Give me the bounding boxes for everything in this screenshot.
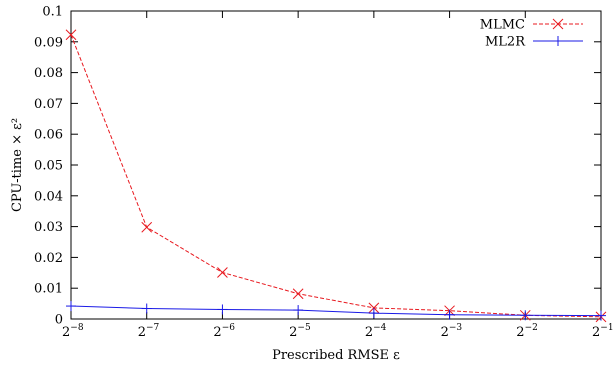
series-line-mlmc xyxy=(70,34,602,318)
x-tick-base: 2 xyxy=(213,325,221,340)
data-point-mlmc xyxy=(292,288,304,300)
x-tick-base: 2 xyxy=(62,325,70,340)
y-tick-label: 0.04 xyxy=(34,189,63,204)
x-axis: 2−8 2−7 2−6 2−5 2−4 2−3 2−2 2−1 xyxy=(62,11,614,340)
series-layer xyxy=(65,29,607,323)
data-point-ml2r xyxy=(368,308,379,319)
x-tick-label: 2−3 xyxy=(441,323,463,340)
series-mlmc xyxy=(65,29,607,323)
series-ml2r xyxy=(66,301,606,321)
marker-stroke xyxy=(292,288,304,300)
data-point-ml2r xyxy=(293,305,304,316)
data-point-mlmc xyxy=(217,267,228,278)
y-tick-label: 0.01 xyxy=(34,282,63,297)
x-tick-exponent: −4 xyxy=(373,323,387,333)
x-tick-base: 2 xyxy=(289,325,297,340)
data-point-ml2r xyxy=(520,310,531,321)
data-point-ml2r xyxy=(141,303,152,314)
x-tick-exponent: −3 xyxy=(449,323,463,333)
x-tick-exponent: −6 xyxy=(222,323,236,333)
x-tick-exponent: −7 xyxy=(146,323,160,333)
legend-label-ml2r: ML2R xyxy=(485,35,526,50)
x-tick-exponent: −1 xyxy=(600,323,613,333)
marker-stroke xyxy=(141,221,153,233)
plot-frame xyxy=(70,10,602,320)
x-tick-exponent: −8 xyxy=(70,323,84,333)
x-tick-base: 2 xyxy=(138,325,146,340)
y-tick-label: 0.02 xyxy=(34,251,63,266)
y-tick-label: 0.09 xyxy=(34,35,63,50)
x-tick-base: 2 xyxy=(592,325,600,340)
y-tick-label: 0.1 xyxy=(42,5,63,20)
x-tick-label: 2−8 xyxy=(62,323,84,340)
y-tick-label: 0 xyxy=(55,313,63,328)
y-axis: 0 0.01 0.02 0.03 0.04 0.05 0.06 0.07 0.08 0.09 0.1 xyxy=(34,5,601,328)
y-axis-label: CPU-time × ε² xyxy=(10,118,25,212)
data-point-mlmc xyxy=(141,221,153,233)
legend-marker-mlmc xyxy=(552,18,564,30)
x-tick-label: 2−2 xyxy=(516,323,538,340)
data-point-mlmc xyxy=(65,29,77,41)
marker-stroke xyxy=(217,267,228,278)
x-tick-label: 2−1 xyxy=(592,323,614,340)
x-tick-label: 2−7 xyxy=(138,323,160,340)
x-tick-base: 2 xyxy=(365,325,373,340)
x-tick-base: 2 xyxy=(516,325,524,340)
y-tick-label: 0.08 xyxy=(34,66,63,81)
x-tick-label: 2−6 xyxy=(213,323,235,340)
marker-stroke xyxy=(552,18,564,30)
x-tick-exponent: −5 xyxy=(297,323,311,333)
y-tick-label: 0.06 xyxy=(34,128,63,143)
x-tick-exponent: −2 xyxy=(525,323,538,333)
legend-label-mlmc: MLMC xyxy=(480,18,525,33)
data-point-mlmc xyxy=(368,302,380,314)
data-point-ml2r xyxy=(66,301,76,312)
data-point-ml2r xyxy=(596,310,606,321)
x-tick-label: 2−5 xyxy=(289,323,311,340)
x-tick-base: 2 xyxy=(441,325,449,340)
legend-marker-ml2r xyxy=(553,36,563,46)
x-axis-label: Prescribed RMSE ε xyxy=(272,348,400,363)
data-point-ml2r xyxy=(217,304,228,315)
marker-stroke xyxy=(65,29,77,41)
y-tick-label: 0.05 xyxy=(34,159,63,174)
series-line-ml2r xyxy=(70,305,602,317)
x-tick-label: 2−4 xyxy=(365,323,387,340)
legend: MLMC ML2R xyxy=(480,18,583,50)
y-tick-label: 0.03 xyxy=(34,220,63,235)
marker-stroke xyxy=(368,302,380,314)
y-tick-label: 0.07 xyxy=(34,97,63,112)
data-point-ml2r xyxy=(444,309,455,320)
